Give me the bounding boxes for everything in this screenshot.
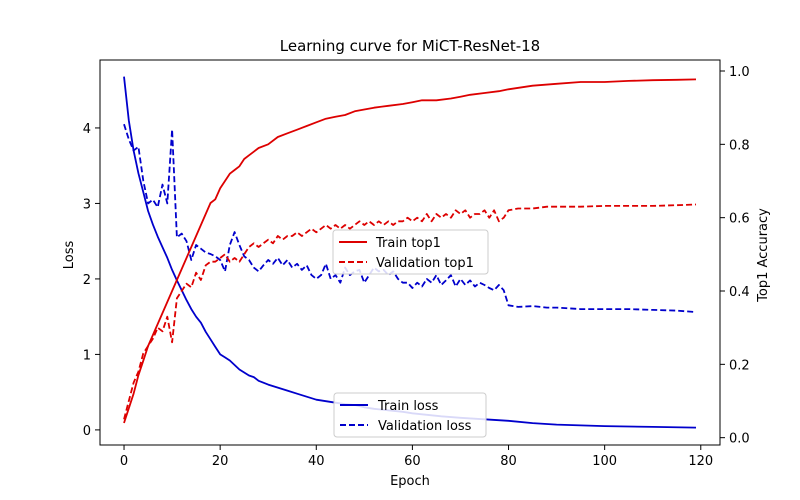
plot-frame — [99, 59, 721, 446]
chart-title: Learning curve for MiCT-ResNet-18 — [280, 37, 540, 55]
legend-label-train-top1: Train top1 — [375, 236, 441, 251]
y-left-tick-label: 0 — [83, 424, 91, 439]
legend-label-validation-loss: Validation loss — [378, 419, 472, 434]
legend-loss: Train loss Validation loss — [333, 392, 487, 438]
x-tick-label: 80 — [500, 454, 517, 469]
x-axis-label: Epoch — [390, 474, 430, 489]
x-tick-label: 40 — [308, 454, 325, 469]
legend-label-train-loss: Train loss — [377, 399, 439, 414]
series-line-validation-top1 — [123, 203, 697, 420]
y-left-tick-label: 4 — [83, 122, 91, 137]
y-right-tick-label: 0.8 — [729, 138, 750, 153]
x-tick-label: 60 — [404, 454, 421, 469]
y-right-tick-label: 0.0 — [729, 432, 750, 447]
y-right-tick-label: 0.2 — [729, 358, 750, 373]
y-left-tick-label: 2 — [83, 273, 91, 288]
y-axis-right-label: Top1 Accuracy — [756, 208, 771, 303]
y-axis-left-label: Loss — [62, 241, 77, 270]
x-tick-label: 120 — [688, 454, 713, 469]
axes-layer: 0 20 40 60 80 100 120 0 1 2 3 4 0.0 0.2 0.4 0.6 0.8 1.0 — [83, 65, 750, 469]
legend-label-validation-top1: Validation top1 — [376, 256, 474, 271]
series-line-train-top1 — [123, 78, 697, 424]
y-right-tick-label: 0.4 — [729, 285, 750, 300]
x-tick-label: 100 — [592, 454, 617, 469]
series-line-validation-loss — [123, 123, 697, 313]
y-right-tick-label: 0.6 — [729, 212, 750, 227]
y-left-tick-label: 1 — [83, 348, 91, 363]
x-tick-label: 20 — [212, 454, 229, 469]
legend-accuracy: Train top1 Validation top1 — [332, 229, 489, 275]
y-left-tick-label: 3 — [83, 197, 91, 212]
x-tick-label: 0 — [120, 454, 128, 469]
y-right-tick-label: 1.0 — [729, 65, 750, 80]
